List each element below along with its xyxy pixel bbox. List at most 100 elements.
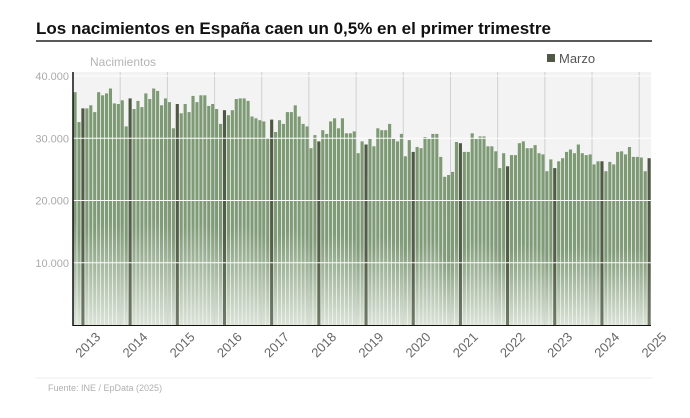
bar-month — [218, 123, 223, 326]
bar-month — [348, 133, 352, 325]
bar-month — [234, 99, 238, 325]
bar-month — [462, 151, 466, 325]
x-tick-label: 2025 — [638, 329, 669, 360]
bar-month — [112, 103, 116, 326]
bar-month — [360, 141, 364, 325]
bar-month — [333, 118, 337, 325]
bar-month — [388, 123, 392, 326]
x-tick-label: 2014 — [119, 329, 150, 360]
bar-marzo — [647, 158, 651, 325]
bar-month — [258, 120, 262, 325]
bar-month — [513, 155, 518, 325]
bar-month — [246, 100, 250, 326]
x-tick-label: 2022 — [497, 329, 528, 360]
bar-month — [372, 146, 376, 325]
bar-month — [120, 100, 124, 325]
bar-month — [521, 141, 525, 325]
bar-month — [266, 138, 270, 326]
bar-month — [167, 102, 171, 325]
bar-month — [148, 99, 152, 325]
bar-month — [285, 112, 289, 325]
source-note: Fuente: INE / EpData (2025) — [48, 383, 162, 393]
bar-month — [596, 161, 600, 325]
bar-month — [344, 133, 348, 325]
x-tick-label: 2017 — [261, 329, 292, 360]
bar-month — [391, 138, 396, 325]
bar-month — [77, 122, 81, 325]
bar-month — [439, 156, 443, 325]
bar-month — [490, 146, 494, 325]
x-tick-label: 2023 — [544, 329, 575, 360]
bar-month — [104, 93, 109, 326]
bar-month — [576, 144, 580, 325]
bar-month — [545, 171, 549, 325]
bar-month — [568, 149, 573, 325]
bar-month — [557, 161, 561, 325]
bar-month — [533, 145, 537, 325]
bar-month — [631, 156, 635, 325]
bar-month — [623, 154, 628, 325]
bar-month — [541, 154, 545, 325]
bar-month — [132, 109, 136, 325]
legend-label: Marzo — [559, 51, 595, 66]
legend-swatch — [547, 54, 555, 62]
bar-month — [325, 133, 329, 325]
bar-month — [537, 153, 541, 325]
bar-month — [561, 158, 565, 325]
bar-month — [466, 151, 470, 325]
bar-month — [163, 98, 168, 326]
bar-month — [211, 104, 215, 325]
bar-month — [384, 130, 388, 325]
x-tick-label: 2019 — [355, 329, 386, 360]
bar-month — [368, 138, 372, 325]
bar-month — [277, 120, 282, 325]
bar-month — [156, 90, 160, 326]
bar-month — [454, 142, 459, 325]
bar-month — [293, 105, 297, 325]
bar-month — [281, 123, 286, 326]
bar-month — [498, 168, 502, 325]
bar-month — [482, 136, 486, 325]
y-axis-label: Nacimientos — [90, 55, 156, 69]
bar-month — [584, 155, 588, 325]
bar-month — [580, 153, 584, 325]
bar-month — [419, 148, 423, 325]
bar-month — [108, 88, 113, 325]
bar-month — [250, 116, 254, 325]
bar-month — [274, 132, 278, 325]
bar-month — [592, 164, 596, 325]
bar-month — [297, 116, 301, 325]
x-tick-label: 2021 — [450, 329, 481, 360]
bar-month — [643, 171, 647, 325]
bar-month — [230, 110, 234, 325]
bar-month — [423, 137, 427, 325]
bar-month — [399, 133, 403, 325]
chart-title: Los nacimientos en España caen un 0,5% e… — [36, 19, 551, 38]
bar-month — [89, 105, 93, 325]
bar-month — [380, 130, 384, 325]
bar-month — [604, 171, 608, 325]
bar-month — [207, 105, 211, 326]
bar-month — [627, 147, 632, 325]
bar-marzo — [222, 110, 227, 325]
bar-month — [116, 104, 120, 325]
bar-month — [486, 146, 490, 325]
bar-month — [447, 175, 451, 325]
bar-month — [179, 113, 183, 325]
bar-marzo — [81, 108, 85, 326]
bar-month — [124, 126, 128, 326]
bar-marzo — [506, 166, 510, 325]
bar-month — [517, 143, 521, 325]
bar-month — [376, 128, 380, 325]
bar-month — [309, 148, 313, 325]
bar-month — [565, 151, 569, 325]
bar-month — [474, 138, 478, 325]
bar-month — [608, 161, 612, 325]
bar-month — [478, 136, 482, 325]
bar-month — [443, 176, 447, 325]
bar-month — [203, 95, 207, 325]
y-tick-label: 40.000 — [35, 71, 69, 83]
x-tick-label: 2016 — [214, 329, 245, 360]
